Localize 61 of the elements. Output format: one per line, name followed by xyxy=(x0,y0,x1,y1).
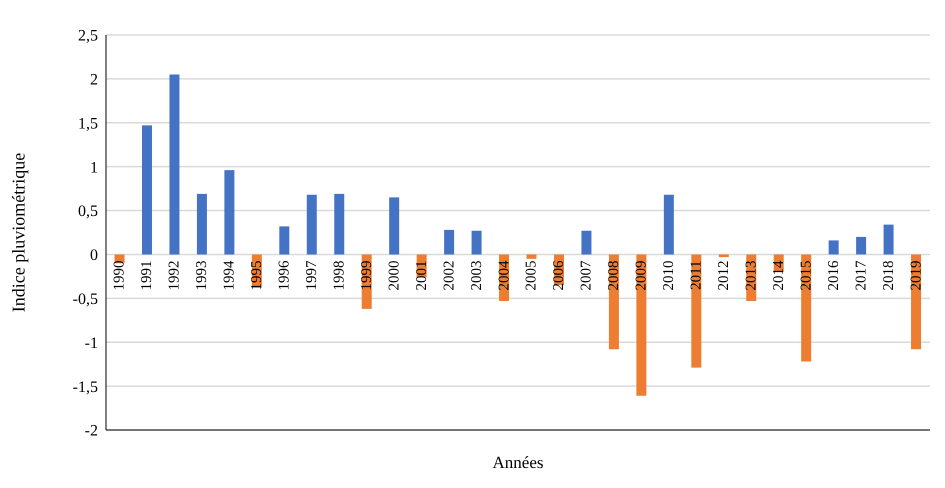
y-tick-label: 1 xyxy=(90,159,98,176)
x-tick-label: 2003 xyxy=(468,260,485,290)
bar xyxy=(389,197,400,254)
y-tick-label: -0,5 xyxy=(72,291,98,308)
x-tick-label: 1996 xyxy=(276,260,293,290)
x-tick-label: 2009 xyxy=(634,260,650,290)
bar xyxy=(472,230,482,254)
x-tick-label: 2017 xyxy=(853,260,870,290)
bar xyxy=(196,194,207,254)
y-tick-label: -1,5 xyxy=(72,378,98,396)
y-tick-label: -1 xyxy=(84,334,98,352)
x-tick-label: 2001 xyxy=(414,260,430,290)
x-tick-label: 1998 xyxy=(331,260,348,290)
x-tick-label: 2019 xyxy=(908,260,924,290)
x-axis-title: Années xyxy=(492,453,544,472)
y-tick-label: 0,5 xyxy=(78,203,98,220)
bar xyxy=(828,240,839,254)
bar xyxy=(884,224,894,254)
bar xyxy=(636,254,646,396)
y-axis-title: Indice pluviométrique xyxy=(8,152,28,312)
bar xyxy=(224,170,234,254)
bar xyxy=(334,194,344,254)
x-tick-label: 1990 xyxy=(112,260,128,290)
x-tick-label: 2006 xyxy=(551,260,568,290)
x-tick-label: 2016 xyxy=(826,260,842,290)
bar xyxy=(306,194,317,254)
x-tick-label: 1994 xyxy=(222,260,238,290)
x-tick-label: 1991 xyxy=(139,260,156,290)
bar xyxy=(169,74,180,254)
bar xyxy=(718,254,729,258)
x-tick-label: 1997 xyxy=(304,260,320,290)
bar xyxy=(142,125,152,254)
y-tick-label: 2 xyxy=(90,72,98,89)
x-tick-label: 1999 xyxy=(358,260,375,290)
bar xyxy=(856,236,866,254)
bar xyxy=(526,254,537,259)
y-tick-label: -2 xyxy=(84,422,98,440)
x-tick-label: 2015 xyxy=(798,260,814,290)
y-tick-label: 2,5 xyxy=(78,28,98,45)
x-tick-label: 2002 xyxy=(441,260,458,290)
bar xyxy=(664,194,674,254)
bar xyxy=(581,230,592,254)
bar xyxy=(279,226,290,254)
x-tick-label: 2013 xyxy=(743,260,760,290)
x-tick-label: 1993 xyxy=(194,260,210,290)
x-tick-label: 2000 xyxy=(386,260,402,290)
bar xyxy=(691,254,702,368)
x-tick-label: 2012 xyxy=(716,260,732,290)
x-tick-label: 1992 xyxy=(166,260,183,290)
x-tick-label: 2014 xyxy=(770,260,787,290)
y-tick-label: 1,5 xyxy=(78,115,98,132)
y-tick-label: 0 xyxy=(90,247,98,264)
x-tick-label: 2010 xyxy=(661,260,678,290)
bar xyxy=(444,230,454,254)
x-tick-label: 2011 xyxy=(688,260,705,290)
x-tick-label: 2004 xyxy=(496,260,512,290)
x-tick-label: 2007 xyxy=(578,260,595,290)
x-tick-label: 1995 xyxy=(249,260,266,290)
x-tick-label: 2008 xyxy=(606,260,622,290)
x-tick-label: 2005 xyxy=(524,260,540,290)
x-tick-label: 2018 xyxy=(880,260,897,290)
